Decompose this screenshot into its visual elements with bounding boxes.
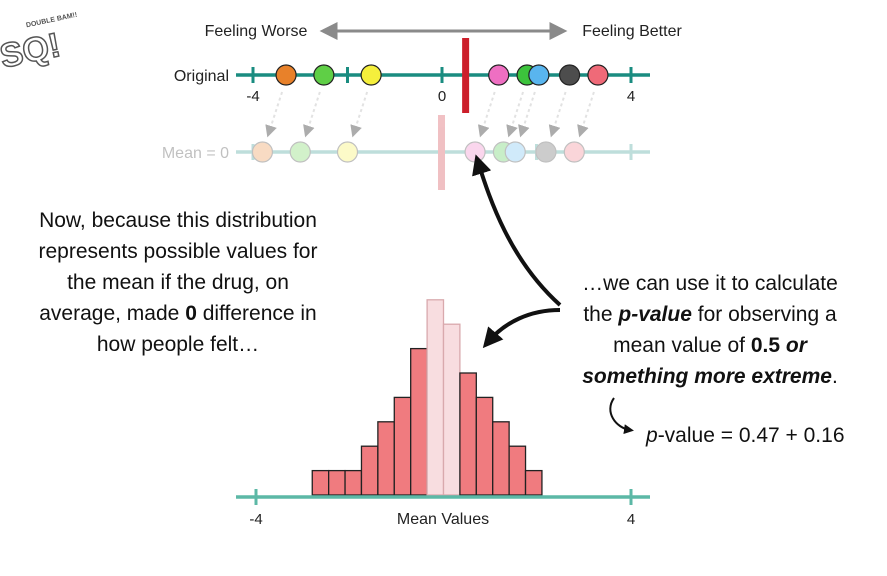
- histogram-bar: [311, 469, 330, 496]
- histogram-bar: [508, 445, 527, 496]
- histogram-tick-label-4: 4: [627, 511, 635, 528]
- logo: SQ! DOUBLE BAM!!: [0, 12, 78, 77]
- shift-arrow: [350, 91, 369, 138]
- right-line-3: mean value of 0.5 or: [613, 334, 807, 357]
- shifted-point: [504, 141, 526, 163]
- left-line-5: how people felt…: [96, 333, 260, 356]
- shifted-point: [492, 141, 515, 163]
- tick-label-0: 0: [438, 88, 446, 105]
- histogram-x-label: Mean Values: [397, 511, 489, 528]
- original-point: [528, 64, 550, 86]
- shift-arrow: [518, 91, 536, 138]
- original-point: [360, 64, 382, 86]
- original-row: Original -4 0 4: [174, 38, 650, 113]
- histogram-bar: [344, 469, 363, 496]
- histogram-bar: [360, 445, 379, 496]
- histogram-bar: [426, 299, 445, 496]
- shifted-point: [563, 141, 585, 163]
- mean-zero-label: Mean = 0: [162, 145, 229, 162]
- logo-mark: SQ!: [0, 26, 64, 76]
- shifted-point: [251, 141, 274, 163]
- left-explanation: Now, because this distribution represent…: [22, 205, 334, 360]
- mean-zero-row: Mean = 0: [162, 115, 650, 190]
- formula-p: p: [646, 424, 658, 447]
- shift-arrow: [265, 91, 284, 138]
- curved-arrow-to-histogram: [482, 308, 561, 349]
- histogram-bar: [442, 323, 461, 496]
- left-line-4: average, made 0 difference in: [39, 302, 317, 325]
- shift-arrow: [303, 91, 321, 138]
- right-line-4: something more extreme.: [582, 365, 838, 388]
- shifted-point: [289, 141, 311, 163]
- feeling-worse-label: Feeling Worse: [205, 23, 308, 40]
- histogram-bar: [524, 469, 543, 496]
- tick-label-neg4: -4: [246, 88, 259, 105]
- shifted-mean-marker: [438, 115, 445, 190]
- tick-label-4: 4: [627, 88, 635, 105]
- histogram-tick-label-neg4: -4: [249, 511, 262, 528]
- histogram-bar: [492, 421, 510, 496]
- feeling-better-label: Feeling Better: [582, 23, 682, 40]
- left-line-2: represents possible values for: [38, 240, 318, 263]
- original-label: Original: [174, 68, 229, 85]
- p-value-emphasis: p-value: [618, 303, 692, 326]
- zero-emphasis: 0: [185, 302, 197, 325]
- histogram-bar: [328, 469, 346, 496]
- histogram-bar: [393, 396, 412, 496]
- histogram-bar: [377, 421, 395, 496]
- shifted-point: [464, 141, 486, 163]
- original-point: [275, 64, 297, 86]
- shift-arrow: [548, 91, 567, 138]
- histogram-bar: [410, 347, 428, 496]
- histogram-bar: [459, 372, 477, 496]
- direction-indicator: Feeling Worse Feeling Better: [205, 22, 682, 40]
- histogram-bar: [475, 396, 494, 496]
- formula-rest: -value = 0.47 + 0.16: [657, 424, 845, 447]
- histogram: -4 4 Mean Values: [236, 299, 650, 528]
- original-point: [488, 64, 510, 86]
- left-line-3: the mean if the drug, on: [67, 271, 289, 294]
- right-explanation: …we can use it to calculate the p-value …: [566, 268, 854, 392]
- original-point: [558, 64, 581, 86]
- shift-arrows: [265, 91, 595, 138]
- observed-mean-marker: [462, 38, 470, 113]
- original-point: [587, 64, 609, 86]
- shift-arrow: [577, 91, 595, 138]
- original-point: [313, 64, 335, 86]
- shift-arrow: [506, 91, 525, 138]
- right-line-1: …we can use it to calculate: [582, 272, 838, 295]
- left-line-1: Now, because this distribution: [39, 209, 317, 232]
- pointer-to-formula: [609, 397, 634, 435]
- p-value-formula: p-value = 0.47 + 0.16: [646, 424, 845, 448]
- right-line-2: the p-value for observing a: [583, 303, 837, 326]
- shifted-point: [535, 141, 557, 163]
- shifted-point: [336, 141, 359, 163]
- curved-arrow-to-row: [472, 154, 562, 307]
- shift-arrow: [477, 91, 496, 138]
